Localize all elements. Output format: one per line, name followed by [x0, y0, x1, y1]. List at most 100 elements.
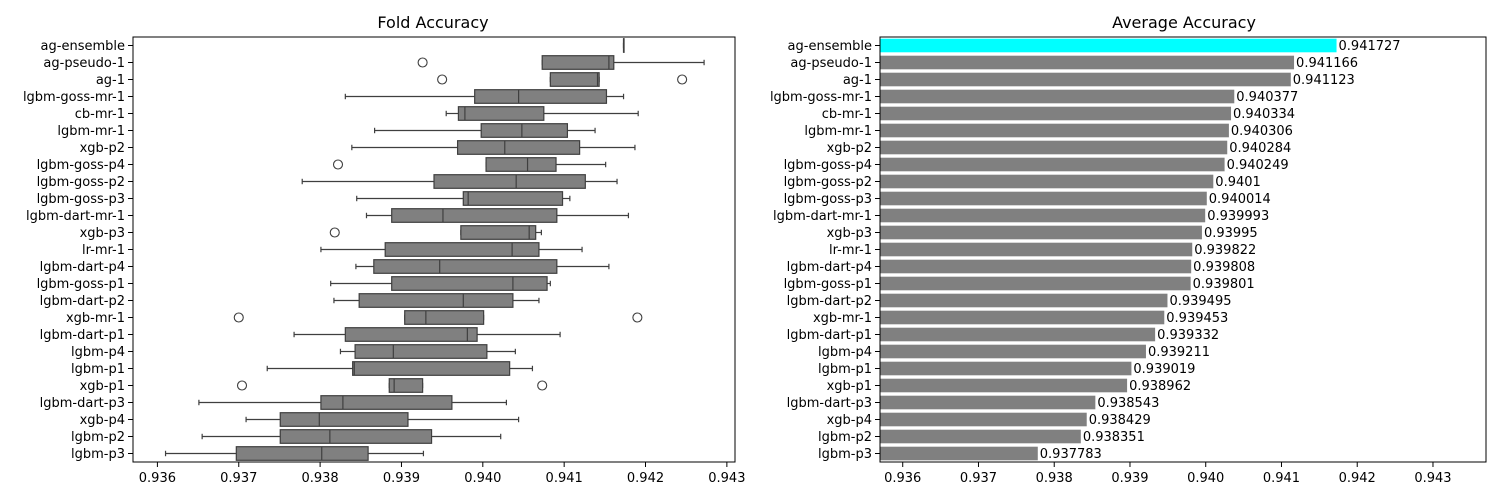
fold-category-label-lgbm-dart-p1: lgbm-dart-p1 — [40, 328, 125, 343]
fold-category-label-lgbm-goss-p1: lgbm-goss-p1 — [37, 277, 125, 292]
fold-x-tick-label: 0.943 — [708, 471, 745, 486]
avg-bar-value-xgb-p4: 0.938429 — [1089, 413, 1151, 428]
average-accuracy-bars — [880, 38, 1337, 461]
avg-bar-lgbm-dart-p2 — [880, 293, 1168, 308]
avg-category-label-lgbm-goss-mr-1: lgbm-goss-mr-1 — [770, 90, 872, 105]
avg-bar-cb-mr-1 — [880, 106, 1232, 121]
avg-bar-value-xgb-mr-1: 0.939453 — [1166, 311, 1228, 326]
fold-category-label-ag-1: ag-1 — [96, 73, 125, 88]
fold-box-lgbm-goss-p1 — [330, 276, 551, 291]
fold-box-lgbm-goss-mr-1 — [344, 89, 625, 104]
fold-box-lgbm-p4 — [339, 344, 516, 359]
fold-category-label-lgbm-dart-p3: lgbm-dart-p3 — [40, 396, 125, 411]
avg-bar-value-lgbm-goss-mr-1: 0.940377 — [1236, 90, 1298, 105]
avg-bar-lgbm-goss-mr-1 — [880, 89, 1235, 104]
avg-bar-value-lgbm-p4: 0.939211 — [1148, 345, 1210, 360]
avg-bar-ag-pseudo-1 — [880, 55, 1295, 70]
avg-category-label-ag-ensemble: ag-ensemble — [788, 39, 872, 54]
avg-bar-value-xgb-p3: 0.93995 — [1204, 226, 1258, 241]
fold-box-xgb-p4 — [245, 412, 520, 427]
average-accuracy-plot-frame — [879, 36, 1487, 463]
avg-bar-value-lgbm-goss-p1: 0.939801 — [1193, 277, 1255, 292]
fold-box-lgbm-goss-p3-iqr — [462, 191, 564, 206]
fold-x-tick-label: 0.940 — [464, 471, 501, 486]
avg-bar-lgbm-p4 — [880, 344, 1146, 359]
avg-bar-value-lgbm-goss-p3: 0.940014 — [1209, 192, 1271, 207]
fold-box-lgbm-goss-p1-iqr — [391, 276, 548, 291]
fold-category-label-lr-mr-1: lr-mr-1 — [82, 243, 125, 258]
fold-box-lgbm-dart-p3 — [198, 395, 508, 410]
avg-bar-lgbm-dart-p3 — [880, 395, 1096, 410]
fold-box-lgbm-p1-iqr — [352, 361, 511, 376]
fold-box-lgbm-dart-mr-1-iqr — [391, 208, 558, 223]
avg-bar-xgb-p1 — [880, 378, 1128, 393]
fold-category-label-xgb-mr-1: xgb-mr-1 — [66, 311, 125, 326]
average-accuracy-title: Average Accuracy — [1112, 13, 1256, 32]
fold-box-lgbm-goss-p4 — [332, 157, 607, 172]
avg-bar-ag-ensemble — [880, 38, 1337, 53]
fold-box-xgb-p1-outlier — [537, 380, 548, 391]
fold-box-lgbm-goss-p3 — [356, 191, 571, 206]
fold-category-label-lgbm-dart-p4: lgbm-dart-p4 — [40, 260, 125, 275]
fold-accuracy-title: Fold Accuracy — [377, 13, 488, 32]
fold-x-tick-label: 0.939 — [383, 471, 420, 486]
fold-box-xgb-p2-iqr — [456, 140, 581, 155]
fold-box-xgb-p3 — [329, 225, 542, 240]
fold-category-label-lgbm-goss-p3: lgbm-goss-p3 — [37, 192, 125, 207]
average-accuracy-value-labels: 0.941727 0.941166 0.941123 0.940377 0.940334… — [1040, 39, 1401, 462]
fold-category-label-lgbm-p2: lgbm-p2 — [71, 430, 125, 445]
fold-box-xgb-mr-1 — [233, 310, 643, 325]
average-accuracy-y-ticks: ag-ensemble ag-pseudo-1 ag-1 lgbm-goss-mr-1… — [770, 39, 880, 462]
fold-box-lgbm-p3 — [164, 446, 425, 461]
fold-box-lgbm-goss-p2-iqr — [433, 174, 586, 189]
avg-category-label-xgb-p1: xgb-p1 — [827, 379, 872, 394]
avg-bar-lgbm-p1 — [880, 361, 1132, 376]
fold-category-label-lgbm-dart-mr-1: lgbm-dart-mr-1 — [26, 209, 125, 224]
fold-box-lgbm-dart-p4-iqr — [373, 259, 558, 274]
fold-box-lgbm-p1 — [266, 361, 534, 376]
avg-bar-lgbm-dart-mr-1 — [880, 208, 1206, 223]
avg-bar-ag-1 — [880, 72, 1291, 87]
fold-category-label-xgb-p4: xgb-p4 — [80, 413, 125, 428]
avg-bar-value-xgb-p1: 0.938962 — [1129, 379, 1191, 394]
fold-box-lr-mr-1 — [320, 242, 583, 257]
avg-category-label-lgbm-dart-mr-1: lgbm-dart-mr-1 — [773, 209, 872, 224]
fold-box-lgbm-goss-p2 — [301, 174, 618, 189]
avg-bar-xgb-mr-1 — [880, 310, 1165, 325]
fold-box-lgbm-p2-iqr — [279, 429, 433, 444]
fold-accuracy-boxes — [164, 38, 705, 461]
fold-box-cb-mr-1 — [445, 106, 639, 121]
avg-bar-value-lgbm-dart-p2: 0.939495 — [1169, 294, 1231, 309]
fold-box-lgbm-p4-iqr — [354, 344, 488, 359]
fold-category-label-xgb-p2: xgb-p2 — [80, 141, 125, 156]
avg-category-label-ag-pseudo-1: ag-pseudo-1 — [790, 56, 872, 71]
avg-category-label-xgb-p2: xgb-p2 — [827, 141, 872, 156]
fold-category-label-ag-ensemble: ag-ensemble — [41, 39, 125, 54]
fold-box-lgbm-dart-p2 — [333, 293, 540, 308]
fold-category-label-lgbm-p1: lgbm-p1 — [71, 362, 125, 377]
fold-accuracy-plot-frame — [132, 36, 736, 463]
avg-category-label-lgbm-dart-p4: lgbm-dart-p4 — [787, 260, 872, 275]
fold-category-label-xgb-p1: xgb-p1 — [80, 379, 125, 394]
avg-bar-xgb-p4 — [880, 412, 1087, 427]
fold-box-ag-pseudo-1-outlier — [417, 57, 428, 68]
avg-category-label-lgbm-p3: lgbm-p3 — [818, 447, 872, 462]
avg-bar-lgbm-dart-p1 — [880, 327, 1156, 342]
fold-category-label-lgbm-dart-p2: lgbm-dart-p2 — [40, 294, 125, 309]
fold-box-xgb-mr-1-outlier — [233, 312, 244, 323]
fold-x-tick-label: 0.936 — [139, 471, 176, 486]
avg-category-label-cb-mr-1: cb-mr-1 — [822, 107, 872, 122]
fold-accuracy-y-ticks: ag-ensemble ag-pseudo-1 ag-1 lgbm-goss-mr-1… — [23, 39, 133, 462]
avg-x-tick-label: 0.940 — [1187, 471, 1224, 486]
fold-x-tick-label: 0.942 — [627, 471, 664, 486]
avg-bar-lgbm-dart-p4 — [880, 259, 1192, 274]
avg-x-tick-label: 0.942 — [1339, 471, 1376, 486]
fold-box-ag-pseudo-1 — [417, 55, 705, 70]
fold-box-xgb-p1-outlier — [236, 380, 248, 391]
avg-bar-value-ag-pseudo-1: 0.941166 — [1296, 56, 1358, 71]
fold-box-lgbm-mr-1 — [374, 123, 596, 138]
fold-category-label-cb-mr-1: cb-mr-1 — [75, 107, 125, 122]
fold-x-tick-label: 0.938 — [301, 471, 338, 486]
fold-box-ag-1 — [437, 72, 688, 87]
